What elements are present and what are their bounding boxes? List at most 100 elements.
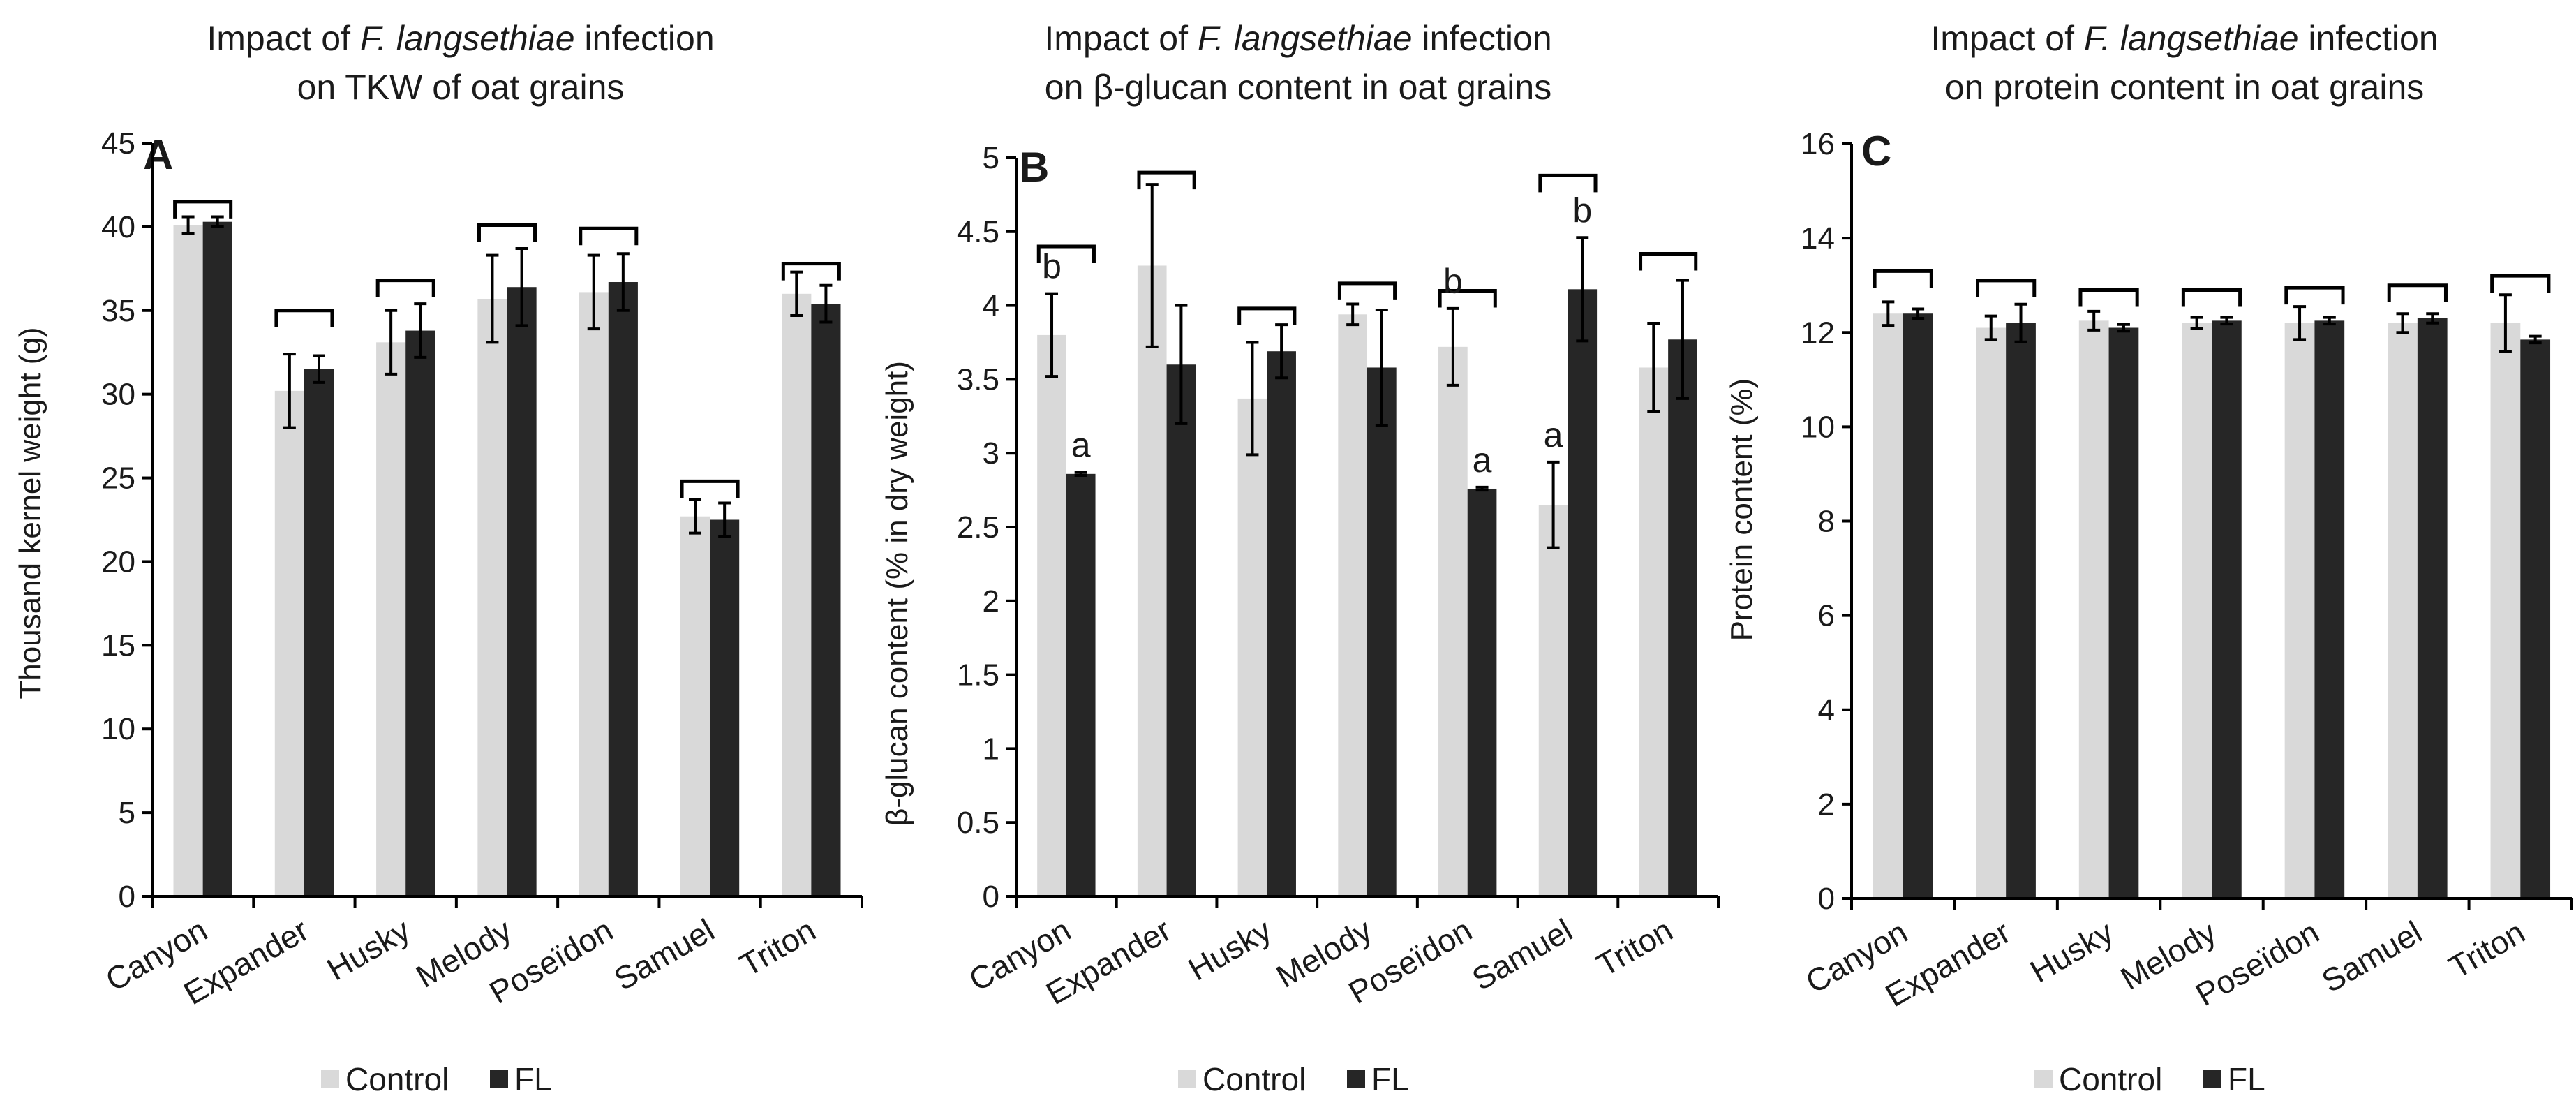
panel-a-comparison-bracket [375, 279, 435, 297]
panel-c-y-tick-label: 16 [1801, 127, 1835, 161]
legend-fl-swatch [1347, 1070, 1365, 1088]
panel-b-comparison-bracket [1337, 281, 1397, 300]
panel-a-y-tick-label: 15 [101, 628, 135, 663]
panel-c-y-tick-label: 0 [1818, 882, 1835, 916]
panel-b-comparison-bracket [1438, 288, 1497, 308]
panel-c-comparison-bracket [2078, 288, 2139, 307]
legend-fl-label: FL [514, 1061, 552, 1097]
panel-b-bar-control [1237, 398, 1267, 896]
panel-c-title-line1: Impact of F. langsethiae infection [1930, 19, 2438, 58]
panel-b-category-label: Husky [1182, 912, 1278, 988]
panel-c-category-label: Husky [2024, 914, 2120, 990]
panel-b-category-label: Triton [1591, 912, 1678, 984]
panel-c-y-tick-label: 12 [1801, 316, 1835, 350]
legend-control-label: Control [345, 1061, 449, 1097]
panel-a-y-tick-label: 0 [119, 880, 135, 914]
panel-c-y-tick-label: 14 [1801, 221, 1835, 256]
panel-b-bar-control [1137, 265, 1167, 896]
panel-a: Impact of F. langsethiae infection on TK… [13, 19, 863, 1097]
panel-b-y-tick-label: 3.5 [957, 362, 999, 397]
panel-c-bar-fl [2108, 327, 2139, 898]
panel-a-category-label: Husky [321, 912, 417, 988]
panel-b-y-tick-label: 2.5 [957, 510, 999, 545]
panel-c-bar-control [2078, 320, 2109, 898]
panel-c-bar-control [1976, 327, 2007, 898]
panel-a-y-tick-label: 10 [101, 712, 135, 746]
panel-b-y-tick-label: 5 [983, 141, 999, 175]
legend-control-swatch [321, 1070, 339, 1088]
panel-c-letter: C [1861, 128, 1891, 175]
panel-c-bar-fl [2006, 323, 2036, 898]
panel-a-comparison-bracket [680, 479, 740, 498]
panel-b-bar-fl [1467, 488, 1497, 896]
panel-b-comparison-bracket [1538, 173, 1598, 193]
panel-a-bar-fl [405, 330, 435, 896]
panel-a-bar-control [376, 342, 406, 896]
panel-b-legend: Control FL [1178, 1061, 1409, 1097]
panel-c-comparison-bracket [2181, 288, 2242, 307]
panel-c-bar-control [2490, 323, 2521, 898]
panel-a-bar-fl [202, 221, 232, 896]
panel-a-y-tick-label: 20 [101, 545, 135, 579]
panel-a-bar-control [579, 292, 609, 896]
panel-b-y-tick-label: 4.5 [957, 215, 999, 249]
panel-a-title-line2: on TKW of oat grains [297, 68, 625, 107]
panel-b-category-label: Samuel [1466, 912, 1578, 998]
panel-b-comparison-bracket [1639, 252, 1698, 271]
panel-a-legend: Control FL [321, 1061, 552, 1097]
legend-control-swatch [2034, 1070, 2053, 1088]
panel-a-bar-fl [811, 304, 841, 897]
panel-b-title-line2: on β-glucan content in oat grains [1045, 68, 1551, 107]
panel-a-comparison-bracket [477, 223, 537, 242]
panel-c-y-tick-label: 6 [1818, 599, 1835, 633]
panel-b-bar-fl [1568, 289, 1598, 897]
legend-control-swatch [1178, 1070, 1196, 1088]
panel-c-comparison-bracket [1873, 269, 1933, 288]
panel-b-bar-control [1639, 367, 1669, 896]
panel-b-y-tick-label: 1.5 [957, 658, 999, 693]
panel-b-significance-label: b [1443, 262, 1463, 301]
panel-c-comparison-bracket [2387, 283, 2448, 302]
panel-a-category-label: Triton [734, 912, 821, 984]
panel-c-y-tick-label: 2 [1818, 787, 1835, 822]
panel-b-significance-label: b [1572, 191, 1592, 230]
panel-b-letter: B [1019, 144, 1049, 191]
panel-c-title-line2: on protein content in oat grains [1945, 68, 2425, 107]
panel-b-bar-control [1037, 334, 1066, 896]
legend-fl-swatch [2203, 1070, 2221, 1088]
panel-a-comparison-bracket [274, 309, 334, 327]
panel-c-y-tick-label: 4 [1818, 693, 1835, 727]
panel-b-bar-fl [1668, 339, 1697, 896]
panel-c-bar-control [2284, 323, 2315, 898]
panel-b-title-line1: Impact of F. langsethiae infection [1044, 19, 1551, 58]
panel-c-bar-control [1873, 313, 1903, 899]
panel-c-comparison-bracket [2284, 286, 2345, 305]
panel-c-comparison-bracket [1976, 279, 2037, 297]
panel-c-bar-fl [1903, 313, 1933, 899]
panel-b-ylabel: β-glucan content (% in dry weight) [880, 361, 914, 826]
panel-c-category-label: Samuel [2316, 914, 2428, 1000]
panel-b-bar-control [1538, 505, 1568, 896]
panel-b-bar-fl [1066, 473, 1096, 896]
panel-a-y-tick-label: 5 [119, 796, 135, 830]
panel-b-comparison-bracket [1237, 306, 1297, 325]
panel-b-comparison-bracket [1036, 244, 1096, 263]
legend-control-label: Control [1203, 1061, 1306, 1097]
panel-b-bar-control [1438, 346, 1468, 896]
legend-fl-label: FL [1371, 1061, 1409, 1097]
panel-b-bar-control [1338, 314, 1367, 896]
panel-b: Impact of F. langsethiae infection on β-… [880, 19, 1720, 1097]
legend-control-label: Control [2059, 1061, 2162, 1097]
panel-b-y-tick-label: 1 [983, 732, 999, 766]
panel-a-bar-control [782, 293, 812, 896]
panel-b-bar-fl [1166, 364, 1196, 896]
panel-c-bar-fl [2212, 320, 2242, 898]
panel-a-y-tick-label: 35 [101, 294, 135, 328]
panel-c-bar-fl [2314, 320, 2345, 898]
panel-a-bar-fl [710, 519, 740, 896]
panel-a-bar-fl [608, 282, 638, 896]
